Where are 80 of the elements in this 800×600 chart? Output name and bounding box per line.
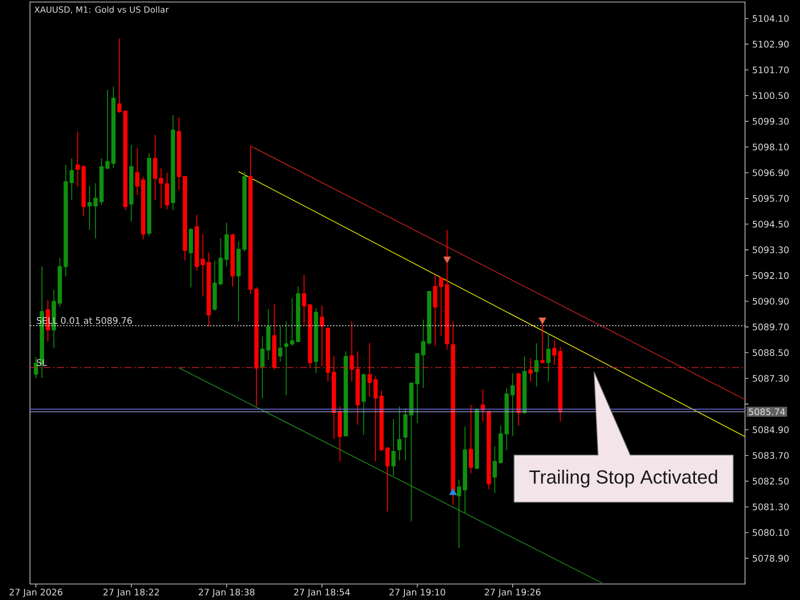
candlestick <box>188 228 193 288</box>
y-tick-label: 5102.90 <box>752 40 789 48</box>
y-tick-label: 5098.10 <box>752 144 789 150</box>
candlestick <box>391 418 396 476</box>
y-tick-label: 5078.90 <box>752 554 789 562</box>
candlestick <box>522 356 527 414</box>
candlestick <box>326 327 330 382</box>
candlestick <box>93 182 98 239</box>
annotation: Trailing Stop Activated <box>529 470 718 488</box>
point <box>443 256 451 264</box>
y-tick-label: 5104.10 <box>752 15 789 22</box>
candlestick <box>248 145 253 294</box>
candlestick <box>528 358 533 382</box>
candlestick <box>462 426 468 514</box>
candlestick <box>397 406 402 461</box>
y-tick-label: 5099.30 <box>752 118 789 125</box>
y-tick-label: 5087.30 <box>752 374 789 382</box>
candlestick <box>302 274 306 326</box>
candlestick <box>129 144 134 222</box>
x-tick-label: 27 Jan 19:26 <box>484 588 541 598</box>
y-tick-label: 5084.90 <box>752 426 789 434</box>
candlestick <box>546 332 550 382</box>
candlestick <box>34 356 38 379</box>
x-tick-label: 27 Jan 18:38 <box>198 588 254 598</box>
candlestick <box>444 229 450 350</box>
candlestick <box>242 171 247 252</box>
y-tick-label: 5083.70 <box>752 452 789 459</box>
candlestick <box>111 86 116 169</box>
candlestick <box>176 116 182 190</box>
candlestick <box>320 305 324 367</box>
candlestick <box>164 172 170 210</box>
y-tick-label: 5093.30 <box>752 246 789 254</box>
candlestick <box>344 350 348 438</box>
y-tick-label: 5092.10 <box>752 272 789 279</box>
candlestick <box>373 376 378 462</box>
y-tick-label: 5094.50 <box>752 220 789 228</box>
y-tick-label: 5080.10 <box>752 529 789 536</box>
y-tick-label: 5100.50 <box>752 92 789 100</box>
candlestick <box>379 390 384 452</box>
y-tick-label: 5090.90 <box>752 298 789 305</box>
x-tick-label: 27 Jan 18:22 <box>103 588 159 598</box>
x-tick-label: 27 Jan 18:54 <box>294 588 350 598</box>
y-tick-label: 5101.70 <box>752 66 789 74</box>
candlestick <box>105 90 110 170</box>
point <box>538 318 546 324</box>
candlestick <box>534 342 539 387</box>
candlestick <box>368 342 372 397</box>
y-tick-label: 5089.70 <box>752 324 789 330</box>
candlestick <box>230 233 235 287</box>
candlestick <box>153 134 158 200</box>
candlestick <box>362 373 366 436</box>
y-tick-label: 5082.50 <box>752 478 789 485</box>
candlestick <box>456 479 462 548</box>
candlestick <box>182 175 188 261</box>
candlestick <box>468 404 474 474</box>
point <box>449 488 457 496</box>
candlestick <box>272 303 276 370</box>
candlestick <box>516 372 521 426</box>
x-tick-label: 27 Jan 2026 <box>10 588 62 598</box>
ref-line-label: 5085.74 <box>749 408 786 416</box>
candlestick <box>87 186 92 230</box>
candlestick <box>158 168 164 209</box>
y-tick-label: 5095.70 <box>752 195 789 202</box>
candlestick <box>254 286 259 407</box>
ref-line-label: SELL 0.01 at 5089.76 <box>36 317 132 324</box>
candlestick <box>99 158 104 206</box>
y-tick-label: 5096.90 <box>752 169 789 176</box>
x-tick-label: 27 Jan 19:10 <box>389 588 446 598</box>
candlestick <box>385 448 390 512</box>
candlestick <box>314 308 318 374</box>
candlestick <box>147 152 152 236</box>
y-tick-label: 5081.30 <box>752 503 789 510</box>
candlestick <box>170 114 176 210</box>
candlestick <box>474 408 479 470</box>
chart-title: XAUUSD, M1: Gold vs US Dollar <box>34 6 169 14</box>
candlestick <box>450 320 456 506</box>
candlestick <box>236 241 241 322</box>
candlestick <box>308 304 312 369</box>
candlestick <box>486 410 491 490</box>
y-tick-label: 5088.50 <box>752 349 789 356</box>
